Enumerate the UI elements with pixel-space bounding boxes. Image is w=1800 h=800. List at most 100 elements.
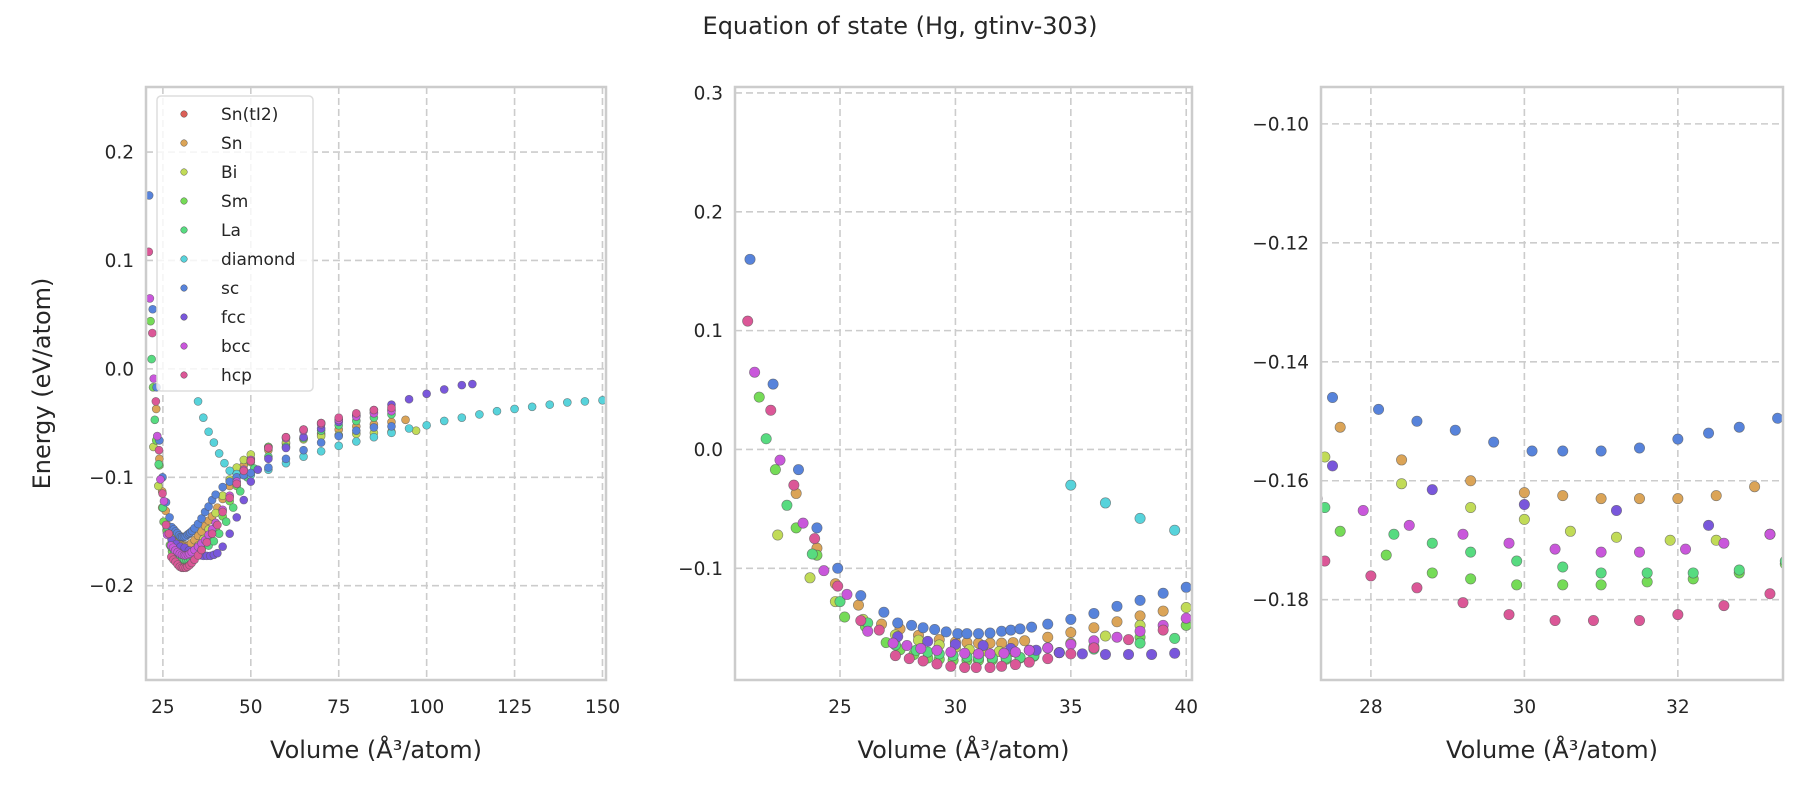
panel-2: 25 30 35 40 0.3 0.2 0.1 0.0 −0.1 Volume (Å³/atom)	[678, 83, 1283, 764]
series-hcp	[146, 247, 396, 573]
data-point	[214, 449, 224, 458]
data-point	[797, 517, 809, 529]
data-point	[232, 479, 242, 489]
data-point	[439, 385, 449, 394]
data-point	[475, 410, 484, 419]
data-point	[228, 503, 238, 512]
data-point	[1321, 451, 1331, 463]
data-point	[1205, 380, 1215, 390]
data-point	[239, 495, 249, 505]
data-point	[1733, 421, 1745, 433]
data-point	[146, 247, 154, 257]
data-point	[1239, 548, 1249, 558]
plot-area	[1321, 87, 1783, 680]
data-point	[207, 529, 217, 538]
data-point	[527, 402, 537, 412]
data-point	[1111, 616, 1123, 628]
data-point	[404, 394, 414, 404]
data-point	[945, 646, 957, 658]
data-point	[1557, 490, 1569, 502]
y-axis-label: Energy (eV/atom)	[28, 278, 56, 490]
data-point	[1503, 609, 1515, 621]
legend-label: bcc	[221, 337, 250, 357]
data-point	[1764, 528, 1776, 540]
data-point	[1672, 433, 1684, 445]
legend-label: Sm	[221, 192, 248, 212]
legend-marker	[180, 226, 188, 234]
data-point	[211, 490, 220, 499]
x-tick-label: 30	[1513, 697, 1537, 718]
legend-label: Bi	[221, 163, 237, 183]
series-fcc	[1327, 460, 1715, 531]
data-point	[1457, 597, 1469, 609]
data-point	[165, 513, 174, 522]
data-point	[1273, 573, 1283, 583]
data-point	[1511, 555, 1523, 567]
data-point	[213, 548, 222, 558]
data-point	[1111, 600, 1123, 612]
data-point	[164, 529, 174, 538]
legend-box	[156, 95, 314, 392]
legend-item: diamond	[180, 250, 295, 270]
data-point	[158, 489, 167, 498]
data-point	[940, 626, 952, 638]
axes-frame	[144, 85, 608, 682]
series-bcc	[1321, 494, 1776, 558]
x-tick-label: 25	[151, 697, 175, 718]
data-point	[1595, 567, 1607, 579]
data-point	[220, 458, 229, 468]
y-tick-label: −0.2	[89, 576, 134, 597]
data-point	[903, 653, 915, 665]
legend-marker	[180, 371, 188, 379]
series-bcc	[749, 366, 1192, 660]
legend-label: hcp	[221, 366, 252, 386]
data-point	[887, 637, 899, 649]
data-point	[299, 445, 308, 455]
data-point	[193, 397, 203, 406]
data-point	[422, 389, 431, 399]
data-point	[1180, 581, 1192, 593]
data-point	[213, 520, 222, 530]
data-point	[1169, 632, 1181, 644]
data-point	[1227, 587, 1237, 597]
data-point	[984, 662, 996, 674]
data-point	[788, 479, 800, 491]
data-point	[1411, 582, 1423, 594]
data-point	[1250, 612, 1260, 622]
legend-item: hcp	[180, 366, 252, 386]
data-point	[931, 644, 943, 656]
data-point	[1042, 642, 1054, 654]
x-tick-label: 150	[585, 697, 620, 718]
data-point	[1169, 647, 1181, 659]
data-point	[1227, 574, 1237, 584]
data-point	[1193, 615, 1203, 625]
data-point	[744, 253, 756, 265]
data-point	[492, 406, 502, 416]
data-points	[742, 253, 1283, 674]
x-tick-label: 50	[239, 697, 263, 718]
data-point	[767, 378, 779, 390]
data-point	[147, 354, 156, 364]
data-point	[742, 315, 754, 327]
data-point	[1680, 543, 1692, 555]
data-point	[221, 517, 231, 527]
legend-marker	[180, 110, 188, 118]
data-point	[1426, 484, 1438, 496]
y-tick-label: −0.12	[1252, 233, 1309, 254]
data-point	[1526, 445, 1538, 457]
data-point	[209, 438, 219, 447]
series-hcp	[1205, 380, 1776, 627]
data-point	[765, 404, 777, 416]
data-point	[781, 499, 793, 511]
data-point	[1664, 534, 1676, 546]
data-point	[832, 580, 844, 592]
data-point	[1549, 543, 1561, 555]
data-point	[1009, 659, 1021, 671]
data-point	[889, 650, 901, 662]
series-sc	[1327, 391, 1783, 457]
data-point	[1065, 479, 1077, 491]
series-diamond	[1065, 479, 1249, 558]
y-tick-label: −0.14	[1252, 352, 1309, 373]
data-point	[1204, 537, 1214, 547]
